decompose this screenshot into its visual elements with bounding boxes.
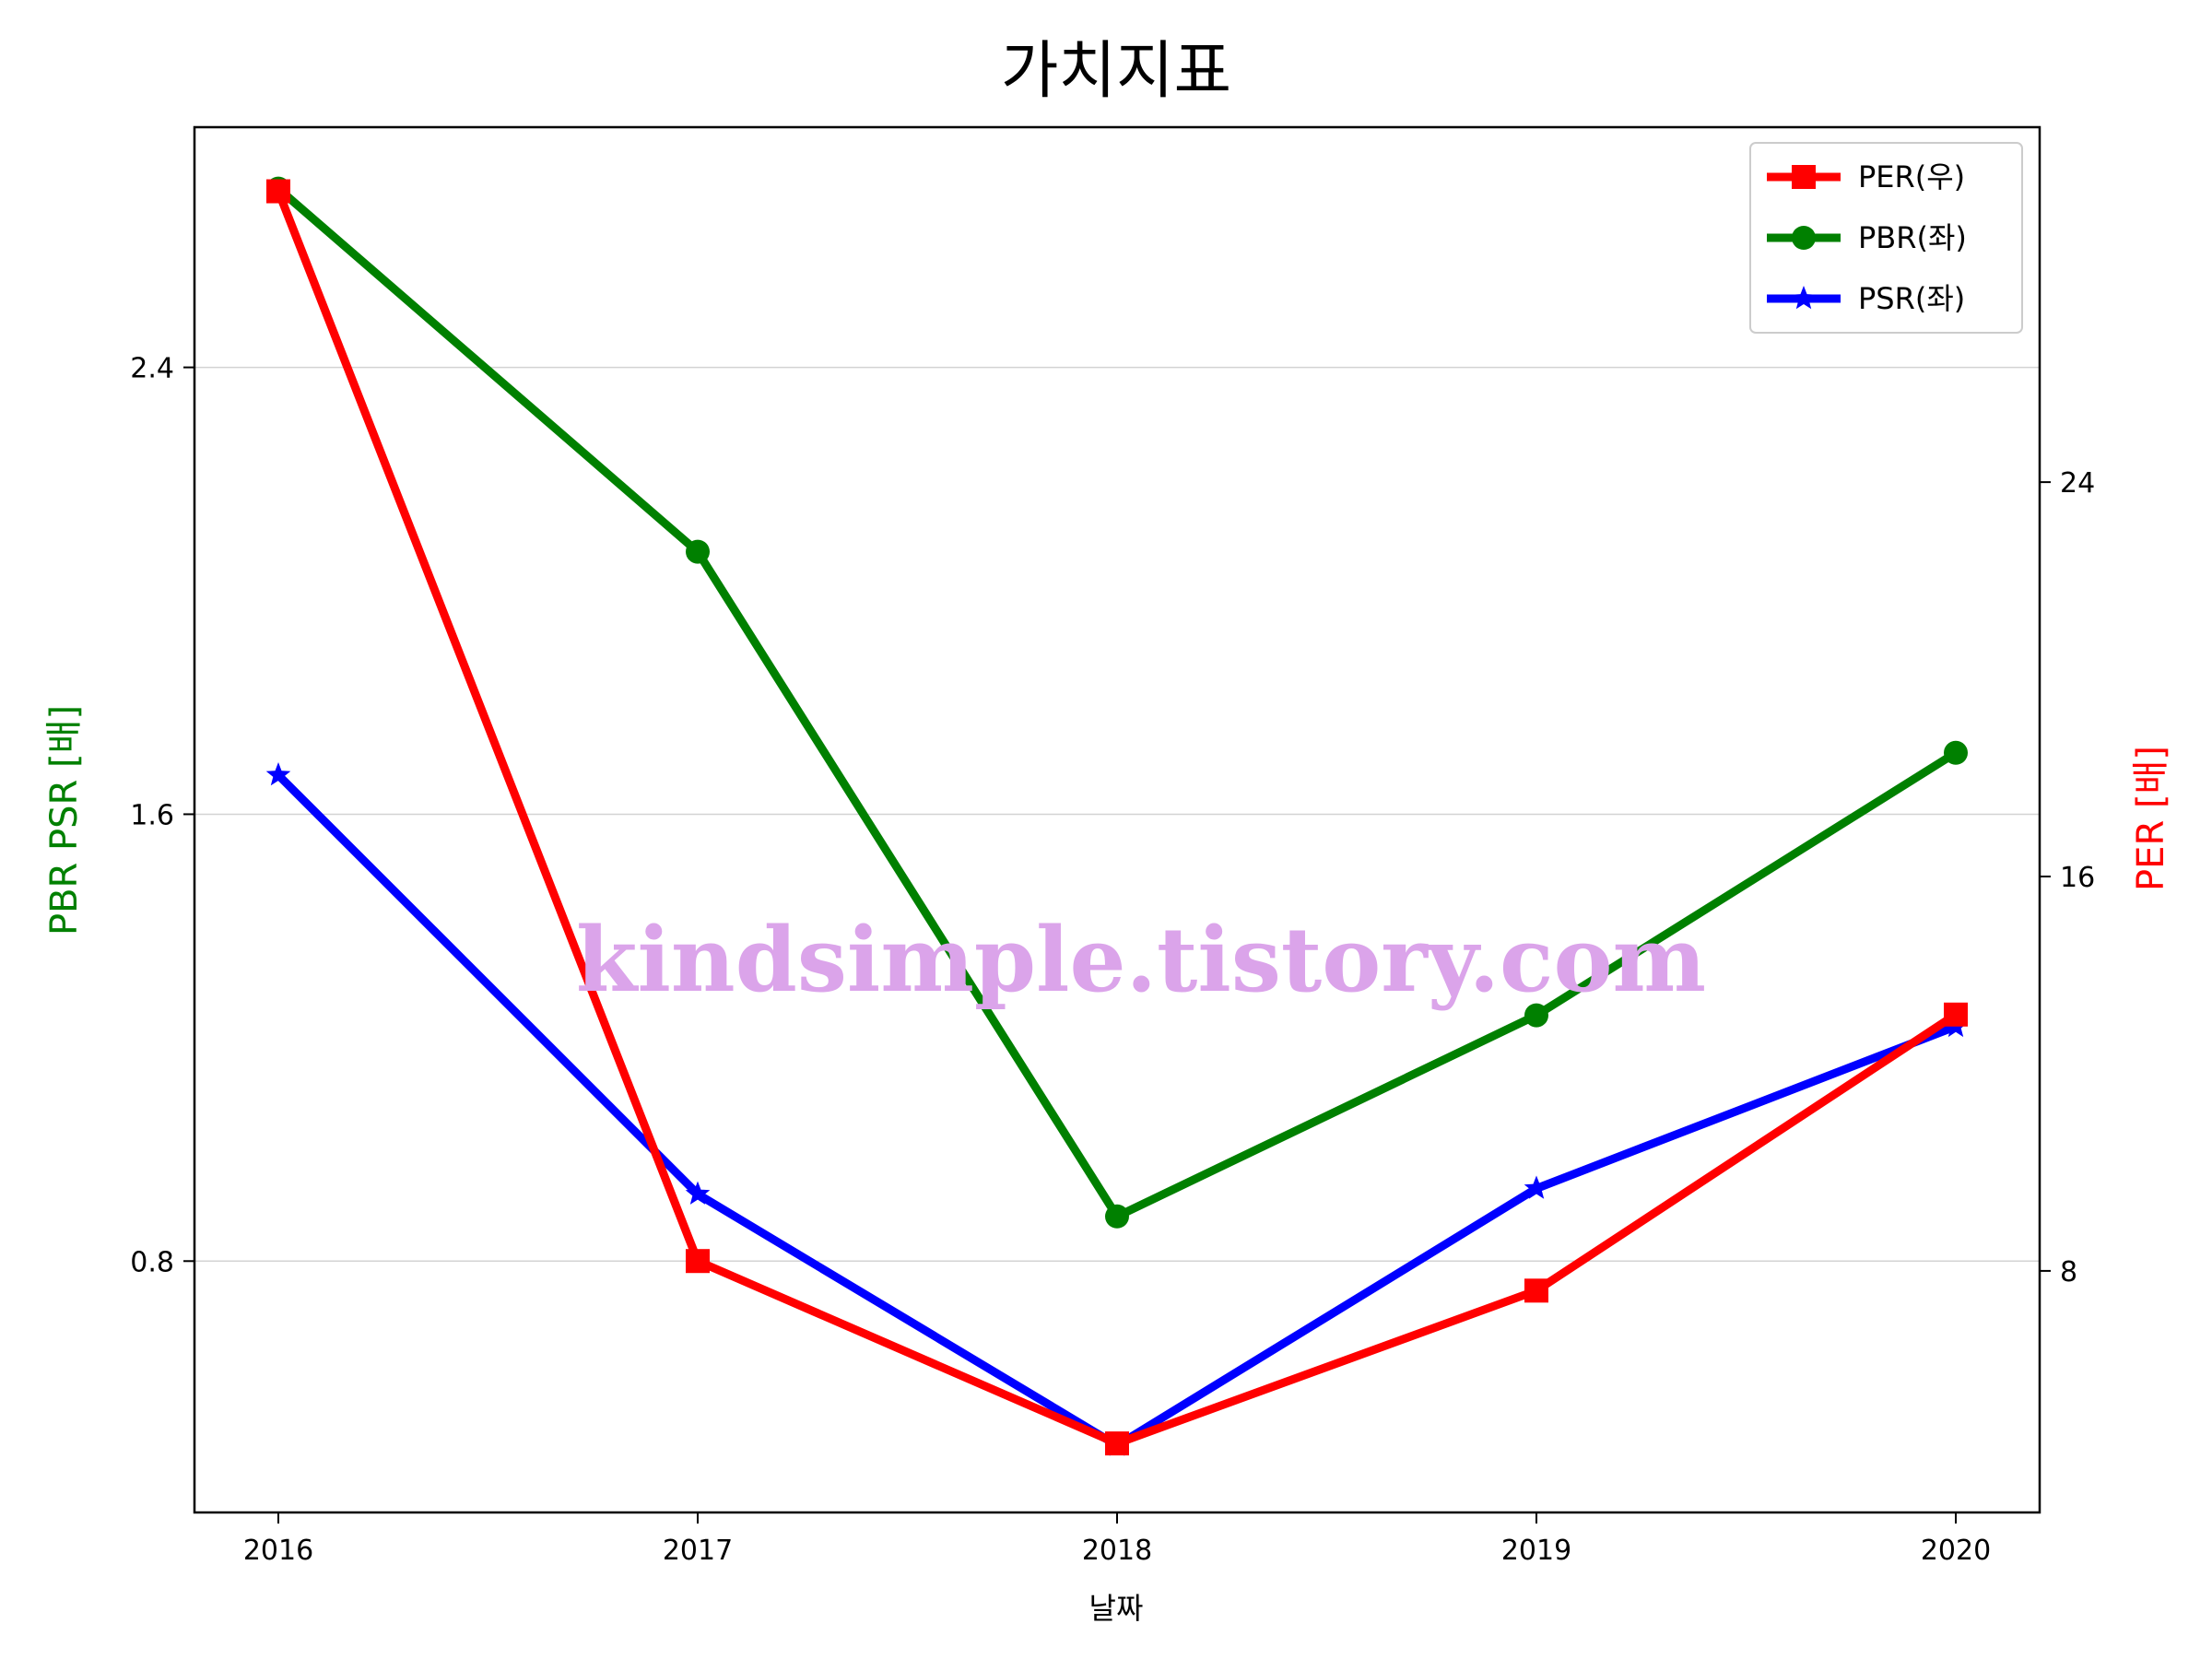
chart-title: 가치지표 [1001, 35, 1231, 108]
data-point [1944, 740, 1968, 765]
legend-box [1749, 142, 2023, 334]
y-axis-left-title: PBR PSR [배] [43, 705, 86, 935]
x-tick-label: 2020 [1921, 1535, 1991, 1567]
legend: PER(우) PBR(좌) PSR(좌) [1749, 142, 2023, 334]
data-point [686, 539, 710, 564]
y-right-tick-label: 24 [2060, 467, 2095, 500]
data-point [1524, 1278, 1548, 1303]
y-right-tick-label: 16 [2060, 862, 2095, 894]
legend-label: PSR(좌) [1858, 281, 1965, 316]
x-tick-label: 2019 [1501, 1535, 1571, 1567]
y-left-tick-label: 0.8 [130, 1246, 174, 1278]
data-point [1944, 1002, 1968, 1027]
data-point [686, 1249, 710, 1274]
legend-swatch-marker [1791, 286, 1817, 310]
y-left-tick-label: 2.4 [130, 353, 174, 385]
y-right-tick-label: 8 [2060, 1256, 2077, 1288]
x-tick-label: 2018 [1082, 1535, 1152, 1567]
legend-label: PER(우) [1858, 159, 1965, 194]
data-point [685, 1181, 711, 1205]
x-axis-title: 날짜 [1089, 1591, 1144, 1626]
x-tick-label: 2017 [663, 1535, 733, 1567]
series-layer [265, 176, 1969, 1456]
data-point [266, 179, 290, 204]
data-point [1105, 1431, 1129, 1456]
data-point [1524, 1003, 1548, 1028]
legend-swatch-marker [1792, 165, 1816, 189]
legend-swatch-marker [1792, 226, 1816, 250]
data-point [265, 762, 291, 786]
watermark: kindsimple.tistory.com [576, 908, 1706, 1012]
grid-layer [194, 366, 2040, 1263]
y-axis-right-title: PER [배] [2130, 746, 2172, 891]
legend-label: PBR(좌) [1858, 220, 1967, 255]
x-tick-label: 2016 [243, 1535, 313, 1567]
y-left-tick-label: 1.6 [130, 799, 174, 831]
data-point [1105, 1204, 1129, 1229]
axis-layer: 0.8 1.6 2.4 8 16 24 2016 2017 2018 2019 2020 [130, 353, 2095, 1567]
data-point [1524, 1175, 1549, 1199]
